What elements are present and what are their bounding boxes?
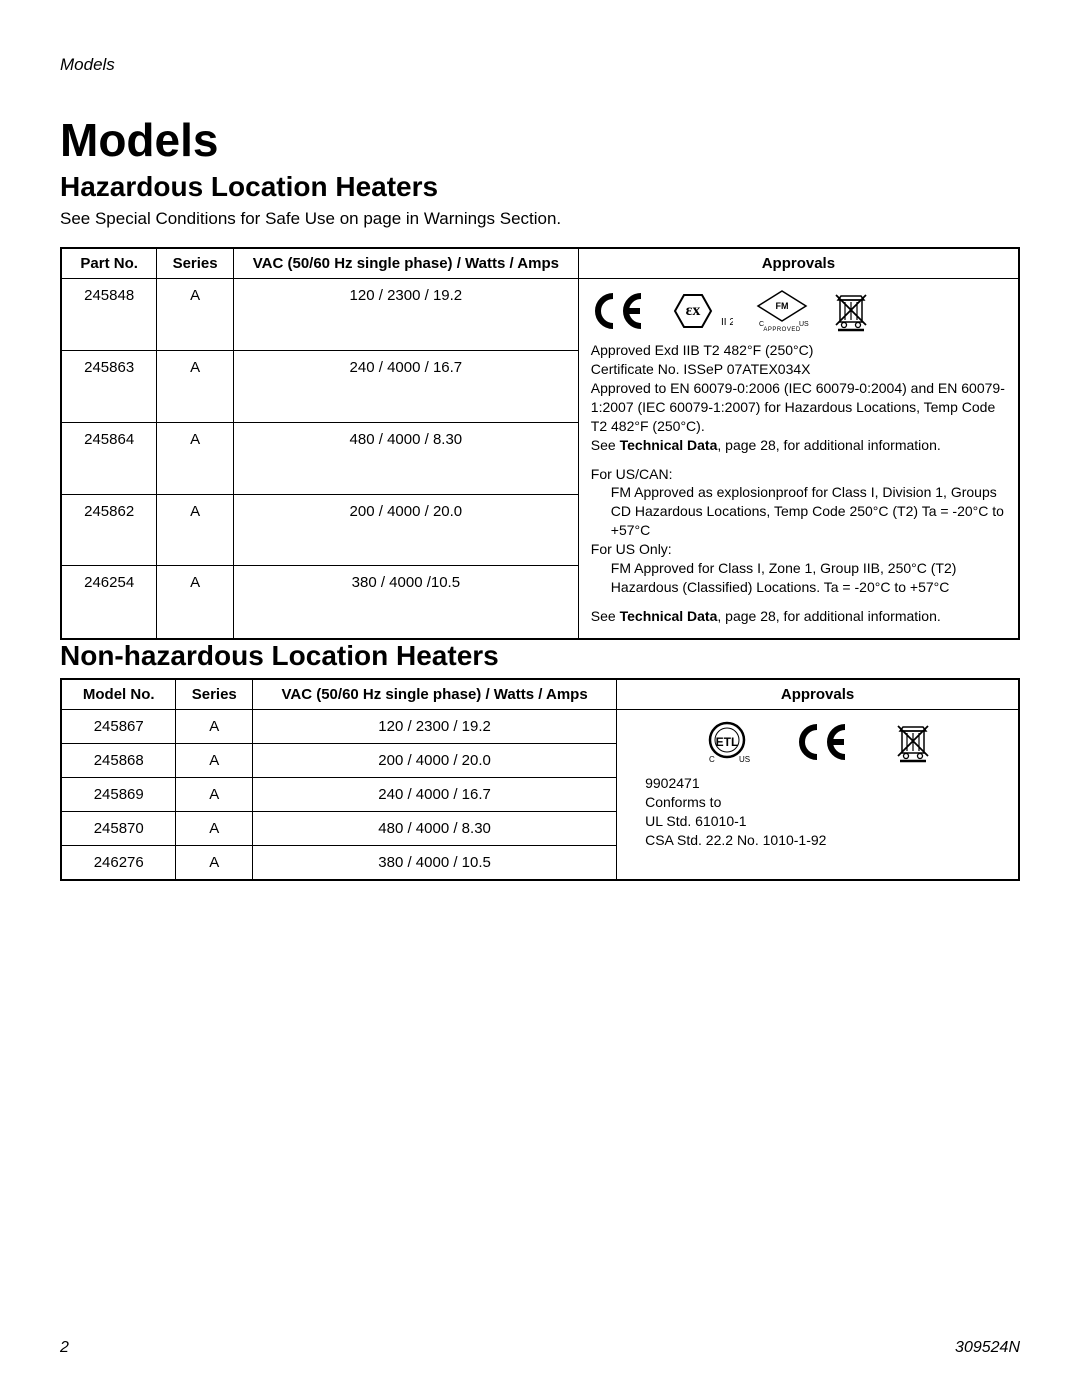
cell-series: A [176, 743, 253, 777]
cell-spec: 200 / 4000 / 20.0 [233, 494, 578, 566]
cell-part: 246254 [61, 566, 157, 639]
cell-series: A [157, 351, 234, 423]
etl-listed-icon: ETL C US [703, 720, 751, 764]
weee-bin-icon [893, 721, 933, 763]
cell-model: 245868 [61, 743, 176, 777]
footer-doc-no: 309524N [955, 1339, 1020, 1357]
section1-title: Hazardous Location Heaters [60, 171, 1020, 203]
cell-part: 245864 [61, 422, 157, 494]
cell-series: A [157, 422, 234, 494]
cell-spec: 240 / 4000 / 16.7 [253, 777, 617, 811]
us-only-body: FM Approved for Class I, Zone 1, Group I… [591, 559, 1006, 597]
cell-model: 245867 [61, 709, 176, 743]
cell-spec: 380 / 4000 / 10.5 [253, 845, 617, 880]
table-header-row: Model No. Series VAC (50/60 Hz single ph… [61, 679, 1019, 710]
cell-spec: 480 / 4000 / 8.30 [253, 811, 617, 845]
svg-text:C: C [709, 755, 715, 764]
svg-text:US: US [739, 755, 750, 764]
us-can-body: FM Approved as explosionproof for Class … [591, 483, 1006, 540]
col-approvals: Approvals [578, 248, 1019, 279]
col-series: Series [176, 679, 253, 710]
cell-part: 245862 [61, 494, 157, 566]
col-part-no: Part No. [61, 248, 157, 279]
col-model-no: Model No. [61, 679, 176, 710]
approvals-cell: εx II 2 G FM C US APPROVED [578, 279, 1019, 639]
approval-line: 9902471 [645, 774, 1006, 793]
cell-series: A [157, 494, 234, 566]
cell-spec: 200 / 4000 / 20.0 [253, 743, 617, 777]
cell-series: A [176, 777, 253, 811]
cell-spec: 120 / 2300 / 19.2 [253, 709, 617, 743]
approval-line: Certificate No. ISSeP 07ATEX034X [591, 360, 1006, 379]
page-footer: 2 309524N [60, 1339, 1020, 1357]
cell-series: A [157, 566, 234, 639]
cell-series: A [157, 279, 234, 351]
cell-part: 245848 [61, 279, 157, 351]
cell-series: A [176, 709, 253, 743]
cell-spec: 380 / 4000 /10.5 [233, 566, 578, 639]
cell-model: 245870 [61, 811, 176, 845]
running-header: Models [60, 55, 1020, 75]
approval-line: CSA Std. 22.2 No. 1010-1-92 [645, 831, 1006, 850]
col-series: Series [157, 248, 234, 279]
hazardous-table: Part No. Series VAC (50/60 Hz single pha… [60, 247, 1020, 640]
cell-series: A [176, 811, 253, 845]
page-title: Models [60, 113, 1020, 167]
approval-line: Approved to EN 60079-0:2006 (IEC 60079-0… [591, 379, 1006, 436]
table-row: 245848 A 120 / 2300 / 19.2 [61, 279, 1019, 351]
ce-mark-icon [795, 723, 849, 761]
svg-text:εx: εx [685, 302, 700, 319]
approval-line: Conforms to [645, 793, 1006, 812]
us-can-header: For US/CAN: [591, 465, 1006, 484]
us-only-header: For US Only: [591, 540, 1006, 559]
ex-hex-icon: εx II 2 G [663, 290, 733, 332]
col-spec: VAC (50/60 Hz single phase) / Watts / Am… [253, 679, 617, 710]
cell-series: A [176, 845, 253, 880]
section2-title: Non-hazardous Location Heaters [60, 640, 1020, 672]
ex-label: II 2 G [721, 317, 733, 328]
fm-approved-icon: FM C US APPROVED [751, 289, 813, 333]
approval-icons-row: ETL C US [629, 720, 1006, 764]
svg-text:APPROVED: APPROVED [763, 327, 801, 333]
approvals-cell: ETL C US [617, 709, 1019, 880]
tech-data-ref: See Technical Data, page 28, for additio… [591, 607, 1006, 626]
nonhazardous-table: Model No. Series VAC (50/60 Hz single ph… [60, 678, 1020, 881]
approval-text-block: Approved Exd IIB T2 482°F (250°C) Certif… [591, 341, 1006, 625]
cell-model: 245869 [61, 777, 176, 811]
tech-data-ref: See Technical Data, page 28, for additio… [591, 436, 1006, 455]
svg-text:ETL: ETL [715, 735, 738, 749]
col-spec: VAC (50/60 Hz single phase) / Watts / Am… [233, 248, 578, 279]
section1-note: See Special Conditions for Safe Use on p… [60, 209, 1020, 229]
col-approvals: Approvals [617, 679, 1019, 710]
cell-spec: 480 / 4000 / 8.30 [233, 422, 578, 494]
weee-bin-icon [831, 290, 871, 332]
table-header-row: Part No. Series VAC (50/60 Hz single pha… [61, 248, 1019, 279]
cell-spec: 120 / 2300 / 19.2 [233, 279, 578, 351]
approval-line: UL Std. 61010-1 [645, 812, 1006, 831]
cell-model: 246276 [61, 845, 176, 880]
approval-icons-row: εx II 2 G FM C US APPROVED [591, 289, 1006, 333]
cell-part: 245863 [61, 351, 157, 423]
svg-text:FM: FM [775, 301, 788, 311]
approval-line: Approved Exd IIB T2 482°F (250°C) [591, 341, 1006, 360]
ce-mark-icon [591, 292, 645, 330]
table-row: 245867 A 120 / 2300 / 19.2 ETL C US [61, 709, 1019, 743]
footer-page-no: 2 [60, 1339, 69, 1357]
cell-spec: 240 / 4000 / 16.7 [233, 351, 578, 423]
approval-text-block: 9902471 Conforms to UL Std. 61010-1 CSA … [629, 774, 1006, 850]
